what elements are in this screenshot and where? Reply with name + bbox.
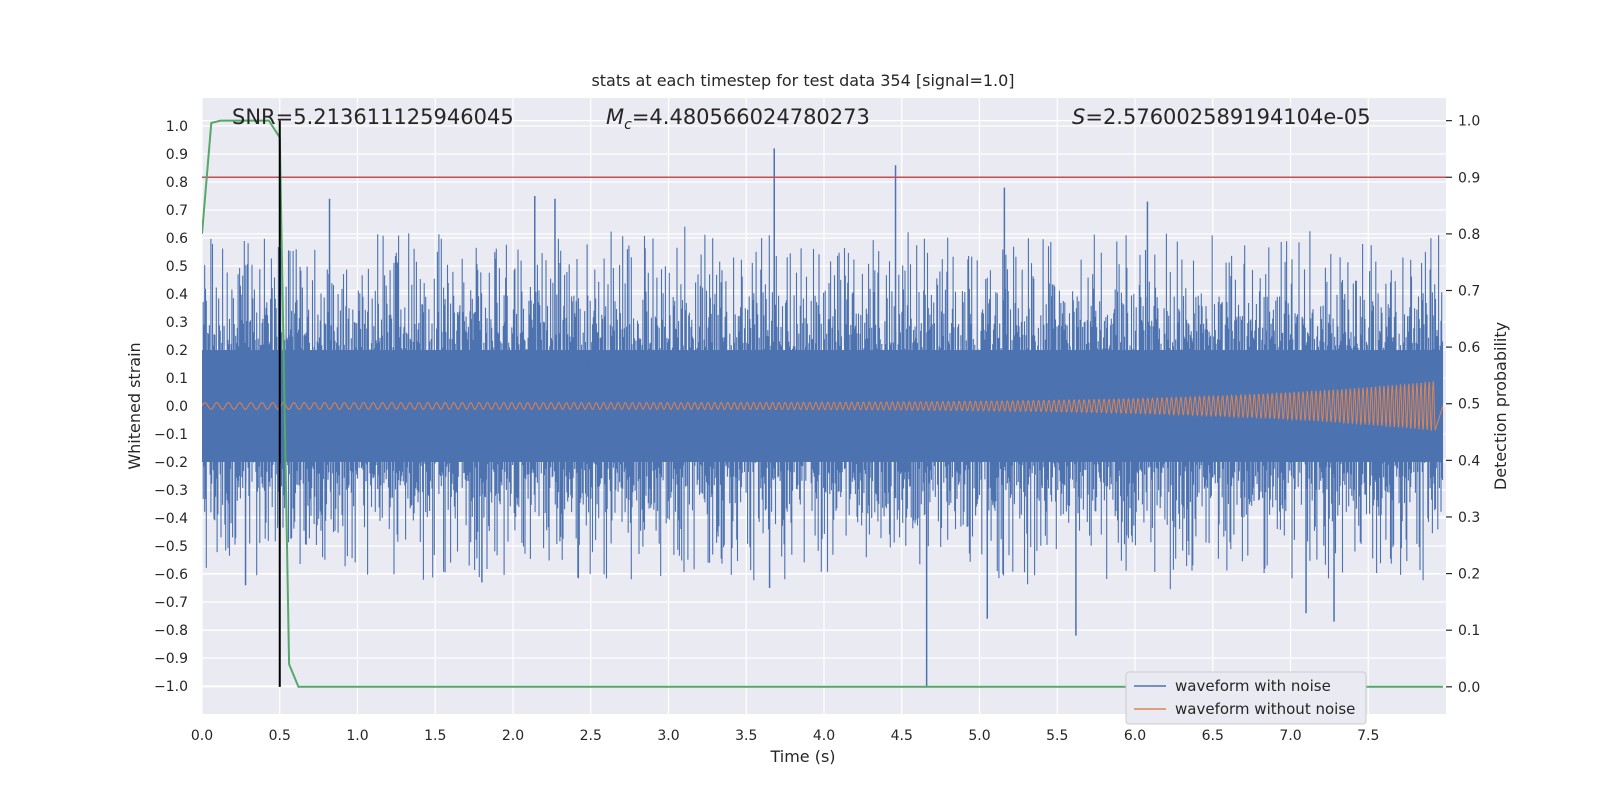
chirp-mass-annotation: Mc=4.480566024780273 xyxy=(606,105,870,133)
x-tick-label: 7.5 xyxy=(1357,728,1379,744)
y-tick-label: 0.1 xyxy=(166,371,188,387)
x-tick-label: 1.5 xyxy=(424,728,446,744)
y-tick-label: 0.7 xyxy=(166,203,188,219)
y2-axis-ticks: 1.0 0.9 0.8 0.7 0.6 0.5 0.4 0.3 0.2 0.1 0.0 xyxy=(1446,114,1480,696)
y-tick-label: 0.3 xyxy=(166,315,188,331)
x-tick-label: 3.0 xyxy=(657,728,679,744)
noise-trace xyxy=(202,226,1444,590)
y-tick-label: −0.1 xyxy=(154,427,188,443)
y-tick-label: 0.6 xyxy=(166,231,188,247)
chirp-mass-value: =4.480566024780273 xyxy=(632,105,870,129)
y2-tick-label: 0.8 xyxy=(1458,227,1480,243)
y2-tick-label: 0.2 xyxy=(1458,567,1480,583)
y-tick-label: −0.8 xyxy=(154,623,188,639)
chirp-mass-subscript: c xyxy=(624,117,632,133)
y-tick-label: −1.0 xyxy=(154,679,188,695)
y2-tick-label: 0.9 xyxy=(1458,170,1480,186)
series-detection-probability xyxy=(202,119,1443,688)
x-tick-label: 2.5 xyxy=(580,728,602,744)
chirp-mass-symbol: M xyxy=(606,105,624,129)
plot-content xyxy=(202,119,1446,688)
y-tick-label: 0.4 xyxy=(166,287,188,303)
y2-tick-label: 0.3 xyxy=(1458,510,1480,526)
y-tick-label: −0.4 xyxy=(154,511,188,527)
y2-tick-label: 0.0 xyxy=(1458,680,1480,696)
y2-tick-label: 0.1 xyxy=(1458,623,1480,639)
x-tick-label: 1.0 xyxy=(346,728,368,744)
x-axis-ticks: 0.0 0.5 1.0 1.5 2.0 2.5 3.0 3.5 4.0 4.5 5.0 5.5 6.0 6… xyxy=(191,728,1380,744)
x-tick-label: 4.0 xyxy=(813,728,835,744)
significance-value: =2.576002589194104e-05 xyxy=(1085,105,1370,129)
x-tick-label: 6.0 xyxy=(1124,728,1146,744)
series-waveform-without-noise xyxy=(202,381,1444,431)
y-tick-label: 0.5 xyxy=(166,259,188,275)
y-tick-label: −0.3 xyxy=(154,483,188,499)
x-tick-label: 5.0 xyxy=(968,728,990,744)
y-tick-label: 0.0 xyxy=(166,399,188,415)
x-tick-label: 7.0 xyxy=(1279,728,1301,744)
y-tick-label: −0.9 xyxy=(154,651,188,667)
significance-annotation: S=2.576002589194104e-05 xyxy=(1072,105,1371,129)
significance-symbol: S xyxy=(1072,105,1085,129)
legend-label-noise: waveform with noise xyxy=(1175,677,1331,695)
x-tick-label: 0.0 xyxy=(191,728,213,744)
y2-tick-label: 0.5 xyxy=(1458,397,1480,413)
chart-title: stats at each timestep for test data 354… xyxy=(591,71,1014,90)
snr-annotation: SNR=5.213611125946045 xyxy=(232,105,514,129)
y-tick-label: −0.6 xyxy=(154,567,188,583)
y-axis-label: Whitened strain xyxy=(125,342,144,469)
y-tick-label: 0.8 xyxy=(166,175,188,191)
y-tick-label: 0.9 xyxy=(166,147,188,163)
y-tick-label: −0.7 xyxy=(154,595,188,611)
x-tick-label: 0.5 xyxy=(269,728,291,744)
y2-tick-label: 1.0 xyxy=(1458,114,1480,130)
legend: waveform with noise waveform without noi… xyxy=(1125,671,1367,725)
y2-tick-label: 0.4 xyxy=(1458,453,1480,469)
x-tick-label: 4.5 xyxy=(891,728,913,744)
x-tick-label: 3.5 xyxy=(735,728,757,744)
series-waveform-with-noise xyxy=(202,148,1444,686)
legend-box xyxy=(1125,671,1367,725)
x-tick-label: 2.0 xyxy=(502,728,524,744)
y2-tick-label: 0.6 xyxy=(1458,340,1480,356)
x-tick-label: 6.5 xyxy=(1202,728,1224,744)
y-tick-label: −0.5 xyxy=(154,539,188,555)
y2-tick-label: 0.7 xyxy=(1458,284,1480,300)
y2-axis-label: Detection probability xyxy=(1491,322,1510,490)
y-tick-label: 0.2 xyxy=(166,343,188,359)
y-tick-label: −0.2 xyxy=(154,455,188,471)
x-tick-label: 5.5 xyxy=(1046,728,1068,744)
y-tick-label: 1.0 xyxy=(166,119,188,135)
y-axis-ticks: 1.0 0.9 0.8 0.7 0.6 0.5 0.4 0.3 0.2 0.1 0.0 −0.1 −0.… xyxy=(154,119,188,695)
x-axis-label: Time (s) xyxy=(769,747,835,766)
legend-label-clean: waveform without noise xyxy=(1175,700,1355,718)
